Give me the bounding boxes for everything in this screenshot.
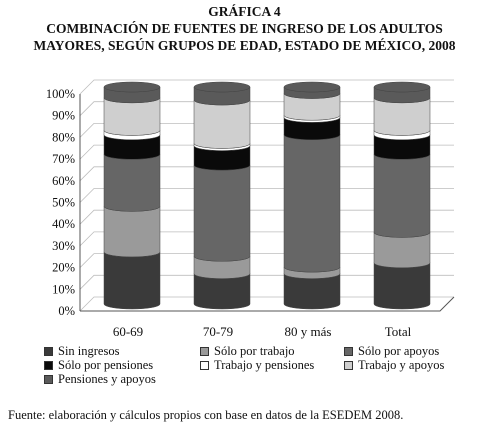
bar-top-cap [103, 81, 161, 93]
bar-group [373, 81, 431, 310]
bar-segment [373, 232, 431, 269]
legend-item: Trabajo y apoyos [344, 358, 444, 373]
bar-group [103, 81, 161, 310]
y-tick-label: 100% [46, 87, 75, 101]
y-tick-label: 40% [52, 217, 75, 231]
stacked-bar-chart: 0% 10% 20% 30% 40% 50% 60% 70% 80% 90% 100% 60-69 70… [46, 79, 455, 339]
legend-label: Sólo por pensiones [58, 358, 154, 372]
y-tick-label: 20% [52, 261, 75, 275]
bar-top-cap [283, 81, 341, 93]
legend-swatch [44, 361, 53, 370]
bar-segment [283, 134, 341, 273]
chart-label: GRÁFICA 4 [208, 4, 281, 19]
bar-segment [193, 99, 251, 149]
legend-swatch [200, 361, 209, 370]
source-note: Fuente: elaboración y cálculos propios c… [8, 408, 404, 422]
y-tick-label: 70% [52, 152, 75, 166]
legend-swatch [344, 347, 353, 356]
bar-segment [373, 97, 431, 136]
legend-label: Sólo por apoyos [358, 344, 440, 358]
y-tick-label: 80% [52, 130, 75, 144]
bar-segment [373, 154, 431, 238]
y-tick-label: 50% [52, 196, 75, 210]
legend-label: Trabajo y pensiones [214, 358, 315, 372]
bar-top-cap [193, 81, 251, 93]
y-tick-label: 60% [52, 174, 75, 188]
legend-item: Sólo por trabajo [200, 344, 295, 359]
legend-item: Sin ingresos [44, 344, 119, 359]
x-tick-label: Total [385, 324, 412, 339]
legend-swatch [200, 347, 209, 356]
y-tick-label: 90% [52, 109, 75, 123]
legend-label: Pensiones y apoyos [58, 372, 156, 386]
x-tick-label: 70-79 [203, 324, 233, 339]
legend-swatch [344, 361, 353, 370]
bar-segment [373, 262, 431, 310]
legend-swatch [44, 375, 53, 384]
legend-item: Trabajo y pensiones [200, 358, 314, 373]
legend-item: Sólo por pensiones [44, 358, 153, 373]
legend-label: Sólo por trabajo [214, 344, 295, 358]
y-tick-label: 30% [52, 239, 75, 253]
y-tick-label: 10% [52, 282, 75, 296]
bar-segment [283, 273, 341, 310]
legend-label: Sin ingresos [58, 344, 120, 358]
bar-group [283, 81, 341, 310]
gridline [79, 79, 454, 95]
legend-item: Sólo por apoyos [344, 344, 439, 359]
bar-segment [103, 97, 161, 136]
bar-segment [103, 154, 161, 212]
legend-item: Pensiones y apoyos [44, 372, 156, 387]
chart-title-line-2: MAYORES, SEGÚN GRUPOS DE EDAD, ESTADO DE… [33, 38, 456, 53]
legend-label: Trabajo y apoyos [358, 358, 445, 372]
bar-segment [103, 251, 161, 310]
bar-segment [193, 273, 251, 310]
x-tick-label: 80 y más [285, 324, 332, 339]
legend-swatch [44, 347, 53, 356]
y-tick-label: 0% [58, 304, 75, 318]
x-tick-label: 60-69 [113, 324, 143, 339]
chart-title-line-1: COMBINACIÓN DE FUENTES DE INGRESO DE LOS… [46, 21, 443, 36]
bar-segment [193, 165, 251, 262]
x-axis [80, 296, 455, 312]
bar-top-cap [373, 81, 431, 93]
bar-group [193, 81, 251, 310]
bar-segment [103, 206, 161, 258]
